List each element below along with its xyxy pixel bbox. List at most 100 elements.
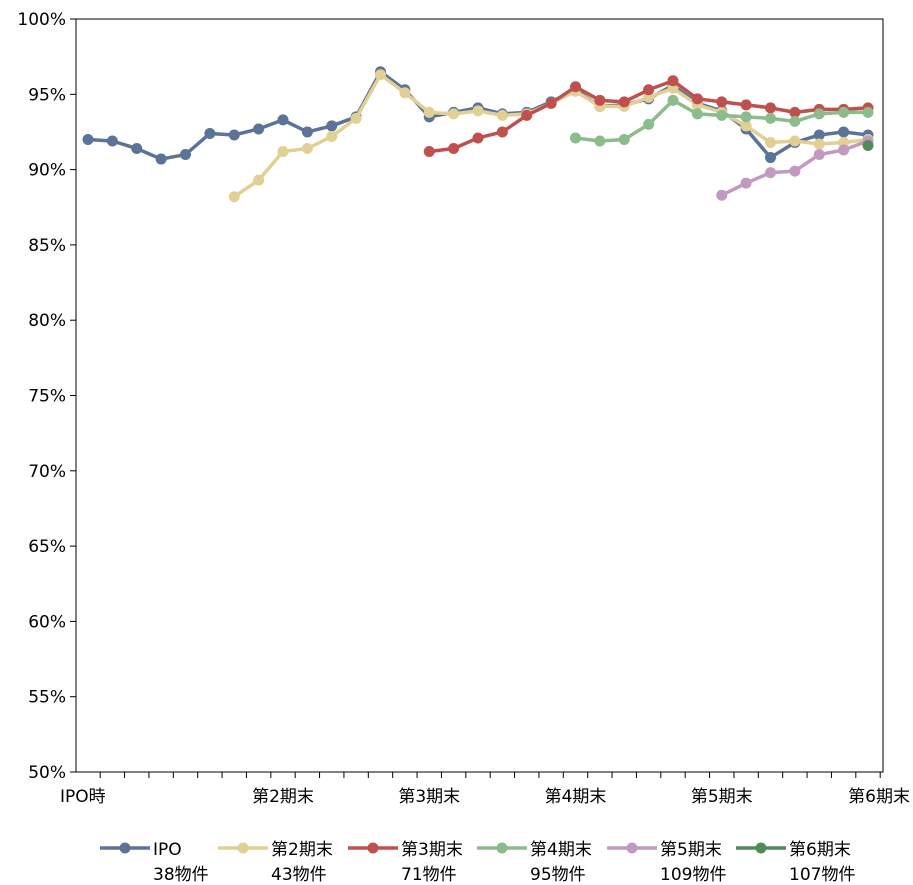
y-tick-label: 75% [28, 387, 66, 407]
y-tick-label: 50% [28, 763, 66, 783]
y-tick-label: 55% [28, 688, 66, 708]
data-point [131, 143, 143, 155]
legend-series-count: 43物件 [271, 865, 327, 885]
legend-series-count: 107物件 [789, 865, 855, 885]
legend-swatch-marker [367, 842, 379, 854]
data-point [765, 167, 776, 179]
legend-series-name: 第2期末 [271, 840, 333, 860]
legend-swatch-marker [119, 842, 131, 854]
data-point [862, 106, 874, 118]
series-1 [228, 69, 874, 203]
data-point [813, 138, 825, 150]
data-point [277, 146, 289, 158]
y-tick-label: 100% [17, 10, 66, 30]
data-point [326, 130, 338, 142]
data-point [789, 135, 801, 147]
chart-axes [70, 18, 884, 778]
data-point [765, 112, 776, 124]
data-point [448, 143, 460, 155]
data-point [570, 81, 581, 93]
x-tick-label: 第5期末 [691, 787, 753, 807]
data-point [740, 111, 752, 123]
x-axis-tick-labels: IPO時 第2期末 第3期末 第4期末 第5期末 第6期末 [60, 787, 910, 807]
data-point [301, 126, 313, 138]
data-point [691, 108, 703, 120]
y-tick-label: 60% [28, 612, 66, 632]
data-point [496, 126, 508, 138]
legend-series-name: 第3期末 [401, 840, 463, 860]
data-point [838, 106, 850, 118]
data-point [399, 87, 411, 99]
data-point [643, 118, 655, 130]
y-tick-label: 90% [28, 161, 66, 181]
data-point [594, 94, 606, 106]
data-point [277, 114, 289, 126]
data-point [667, 75, 679, 87]
data-point [667, 82, 679, 94]
legend-swatch-marker [496, 842, 508, 854]
legend-series-name: IPO [153, 840, 182, 860]
data-point [765, 102, 776, 114]
data-point [423, 146, 435, 158]
chart-legend: IPO 38物件 第2期末 43物件 第3期末 71物件 第4期末 95物件 第5期末 109物件… [100, 840, 855, 885]
data-point [643, 84, 655, 96]
series-5 [862, 140, 874, 152]
x-tick-label: 第2期末 [252, 787, 314, 807]
x-tick-label: 第3期末 [398, 787, 460, 807]
data-point [789, 115, 801, 127]
data-point [472, 105, 484, 117]
data-point [765, 136, 776, 148]
data-point [180, 149, 191, 161]
data-point [423, 106, 435, 118]
data-point [253, 123, 265, 135]
data-point [106, 135, 118, 147]
data-point [521, 109, 533, 121]
y-tick-label: 80% [28, 311, 66, 331]
chart-series-lines [82, 66, 874, 203]
x-tick-label: IPO時 [60, 787, 106, 807]
data-point [716, 96, 728, 108]
data-point [789, 106, 801, 118]
data-point [789, 165, 801, 177]
data-point [301, 143, 313, 155]
plot-area-frame [75, 18, 884, 773]
data-point [740, 120, 752, 132]
legend-swatch-marker [237, 842, 249, 854]
data-point [496, 109, 508, 121]
legend-series-count: 38物件 [153, 865, 209, 885]
data-point [253, 174, 265, 186]
data-point [204, 127, 216, 139]
data-point [765, 152, 776, 164]
data-point [838, 144, 850, 156]
data-point [545, 97, 557, 109]
data-point [82, 133, 94, 145]
series-3 [570, 94, 874, 147]
legend-item: 第2期末 43物件 [218, 840, 333, 885]
data-point [716, 189, 728, 201]
data-point [813, 149, 825, 161]
data-point [643, 91, 655, 103]
data-point [862, 140, 874, 152]
data-point [448, 108, 460, 120]
legend-series-count: 109物件 [660, 865, 726, 885]
data-point [667, 94, 679, 106]
series-2 [423, 75, 874, 158]
data-point [326, 120, 338, 132]
data-point [228, 191, 240, 203]
data-point [813, 129, 825, 141]
data-point [375, 69, 386, 81]
legend-swatch-marker [626, 842, 638, 854]
data-point [838, 136, 850, 148]
legend-series-name: 第6期末 [789, 840, 851, 860]
data-point [228, 129, 240, 141]
legend-item: 第5期末 109物件 [607, 840, 726, 885]
data-point [618, 133, 630, 145]
data-point [740, 99, 752, 111]
data-point [838, 126, 850, 138]
data-point [618, 96, 630, 108]
legend-item: 第4期末 95物件 [477, 840, 592, 885]
y-tick-label: 65% [28, 537, 66, 557]
data-point [594, 135, 606, 147]
data-point [570, 132, 581, 144]
